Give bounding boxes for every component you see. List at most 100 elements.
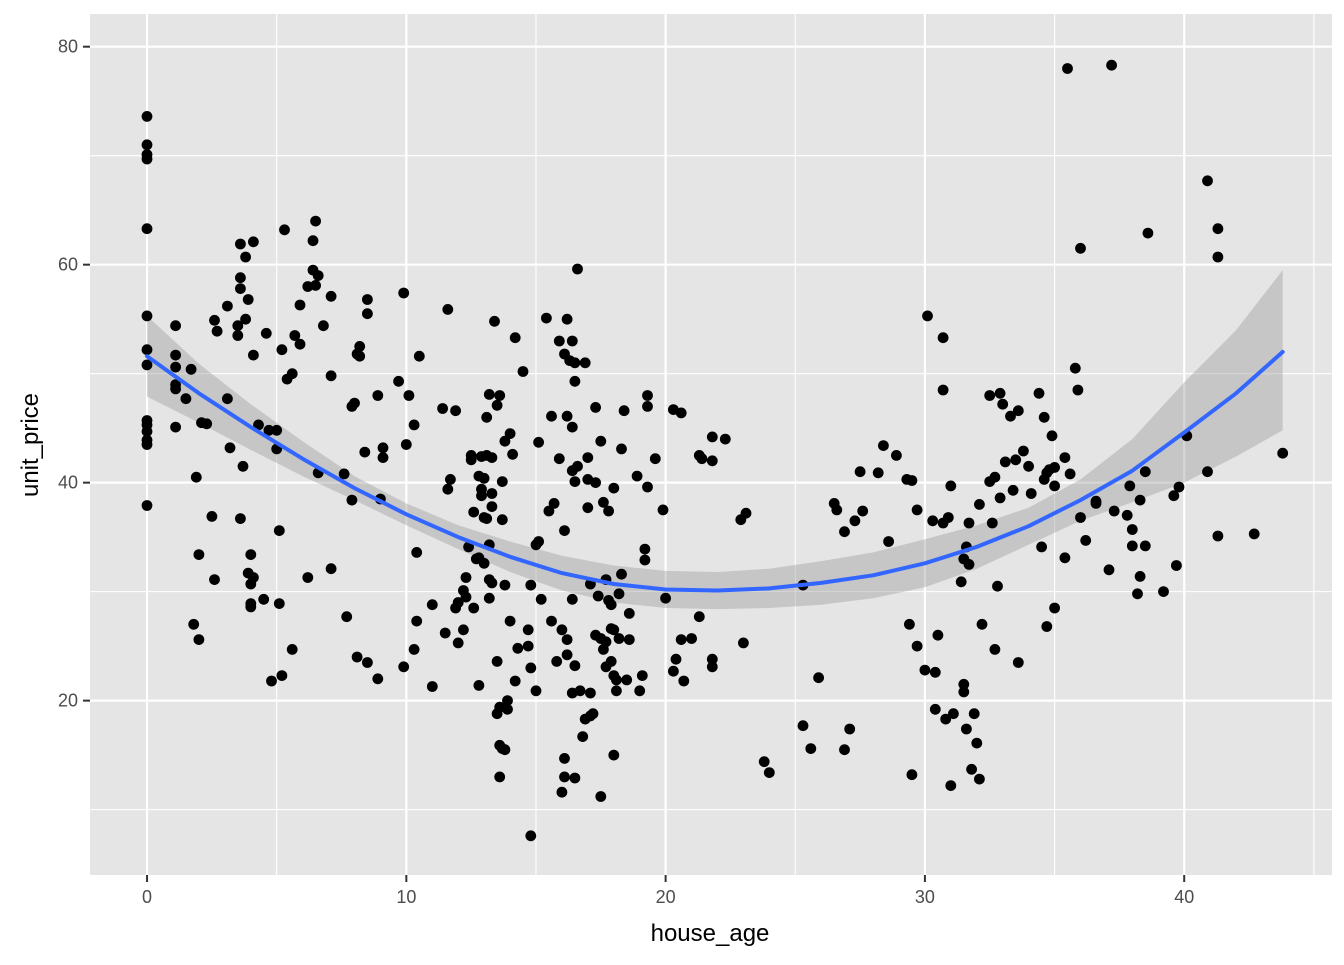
data-point — [945, 480, 957, 492]
data-point — [763, 767, 775, 778]
data-point — [465, 450, 477, 461]
data-point — [621, 674, 633, 686]
data-point — [945, 780, 957, 791]
data-point — [325, 290, 337, 302]
data-point — [372, 390, 384, 401]
data-point — [572, 263, 583, 275]
data-point — [445, 474, 456, 485]
data-point — [141, 153, 153, 165]
data-point — [932, 629, 944, 641]
data-point — [1212, 223, 1224, 235]
data-point — [1142, 227, 1154, 239]
data-point — [966, 763, 977, 775]
data-point — [906, 475, 918, 486]
data-point — [468, 506, 480, 518]
data-point — [235, 272, 246, 284]
data-point — [346, 494, 358, 506]
data-point — [968, 708, 980, 720]
data-point — [984, 390, 996, 401]
data-point — [232, 320, 244, 332]
data-point — [675, 634, 687, 645]
data-point — [1277, 447, 1289, 459]
data-point — [608, 624, 620, 636]
data-point — [1202, 466, 1213, 478]
data-point — [974, 773, 985, 785]
data-point — [1090, 498, 1102, 509]
data-point — [857, 505, 869, 517]
data-point — [224, 442, 236, 454]
data-point — [706, 661, 718, 673]
data-point — [1018, 445, 1029, 457]
data-point — [458, 624, 469, 636]
data-point — [235, 238, 246, 250]
data-point — [141, 344, 153, 356]
data-point — [452, 597, 464, 608]
data-point — [426, 681, 438, 692]
data-point — [1139, 540, 1151, 552]
data-point — [613, 588, 625, 600]
data-point — [286, 644, 298, 655]
data-point — [509, 332, 521, 344]
data-point — [631, 470, 643, 482]
data-point — [559, 771, 570, 783]
data-point — [642, 481, 653, 493]
data-point — [483, 592, 495, 604]
data-point — [600, 636, 612, 648]
data-point — [245, 549, 257, 560]
data-point — [141, 310, 153, 322]
data-point — [1064, 468, 1076, 480]
data-point — [489, 315, 500, 327]
data-point — [1075, 512, 1086, 523]
data-point — [706, 431, 718, 443]
data-point — [362, 308, 373, 320]
data-point — [997, 398, 1009, 410]
data-point — [211, 325, 223, 337]
data-point — [590, 402, 601, 413]
data-point — [636, 670, 648, 681]
data-point — [476, 490, 487, 502]
data-point — [481, 411, 493, 423]
data-point — [797, 720, 809, 732]
data-point — [185, 363, 197, 375]
data-point — [439, 627, 451, 639]
data-point — [170, 383, 182, 395]
data-point — [530, 685, 542, 697]
data-point — [740, 507, 752, 519]
data-point — [507, 448, 518, 460]
data-point — [398, 287, 410, 299]
data-point — [605, 599, 617, 611]
data-point — [170, 320, 182, 332]
data-point — [675, 407, 687, 419]
data-point — [193, 634, 205, 645]
data-point — [325, 563, 337, 575]
data-point — [271, 424, 283, 436]
data-point — [605, 656, 617, 667]
data-point — [585, 687, 596, 699]
data-point — [525, 662, 537, 674]
data-point — [618, 405, 630, 417]
data-point — [758, 756, 770, 768]
data-point — [582, 502, 594, 514]
data-point — [1059, 552, 1071, 564]
data-point — [1134, 571, 1146, 582]
y-axis-title: unit_price — [17, 393, 44, 497]
data-point — [193, 549, 205, 560]
data-point — [209, 314, 220, 326]
data-point — [170, 421, 182, 433]
data-point — [561, 649, 573, 661]
y-tick-label: 20 — [58, 691, 78, 711]
data-point — [961, 723, 972, 735]
data-point — [486, 452, 498, 463]
data-point — [1080, 535, 1092, 546]
data-point — [452, 637, 464, 649]
data-point — [1168, 490, 1180, 502]
data-point — [341, 611, 353, 623]
data-point — [517, 366, 529, 377]
data-point — [569, 772, 581, 784]
data-point — [533, 436, 544, 448]
data-point — [260, 327, 272, 339]
data-point — [989, 471, 1001, 483]
data-point — [481, 513, 493, 524]
data-point — [525, 579, 537, 591]
